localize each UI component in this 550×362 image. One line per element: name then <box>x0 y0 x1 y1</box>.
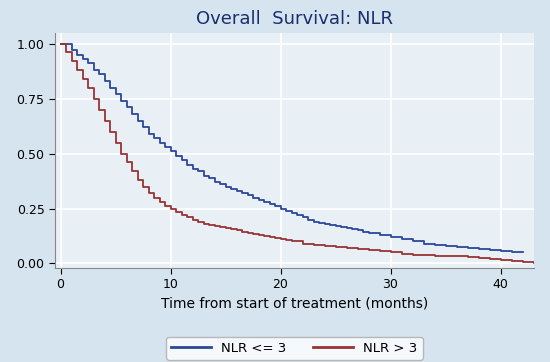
Line: NLR > 3: NLR > 3 <box>60 43 534 264</box>
NLR <= 3 <box>398 237 405 241</box>
NLR <= 3 <box>409 239 416 244</box>
NLR <= 3 <box>272 204 278 209</box>
NLR <= 3 <box>57 41 64 46</box>
NLR <= 3 <box>178 158 185 162</box>
NLR > 3 <box>162 204 168 209</box>
Title: Overall  Survival: NLR: Overall Survival: NLR <box>196 10 393 28</box>
NLR <= 3 <box>508 250 515 254</box>
NLR > 3 <box>508 259 515 264</box>
NLR > 3 <box>140 184 146 189</box>
NLR > 3 <box>206 223 212 227</box>
NLR > 3 <box>431 253 438 258</box>
NLR > 3 <box>239 230 245 234</box>
X-axis label: Time from start of treatment (months): Time from start of treatment (months) <box>161 297 428 311</box>
NLR <= 3 <box>519 250 526 254</box>
Line: NLR <= 3: NLR <= 3 <box>60 43 522 252</box>
NLR > 3 <box>530 261 537 266</box>
NLR <= 3 <box>112 92 119 96</box>
NLR > 3 <box>57 41 64 46</box>
Legend: NLR <= 3, NLR > 3: NLR <= 3, NLR > 3 <box>166 337 422 360</box>
NLR <= 3 <box>151 136 157 140</box>
